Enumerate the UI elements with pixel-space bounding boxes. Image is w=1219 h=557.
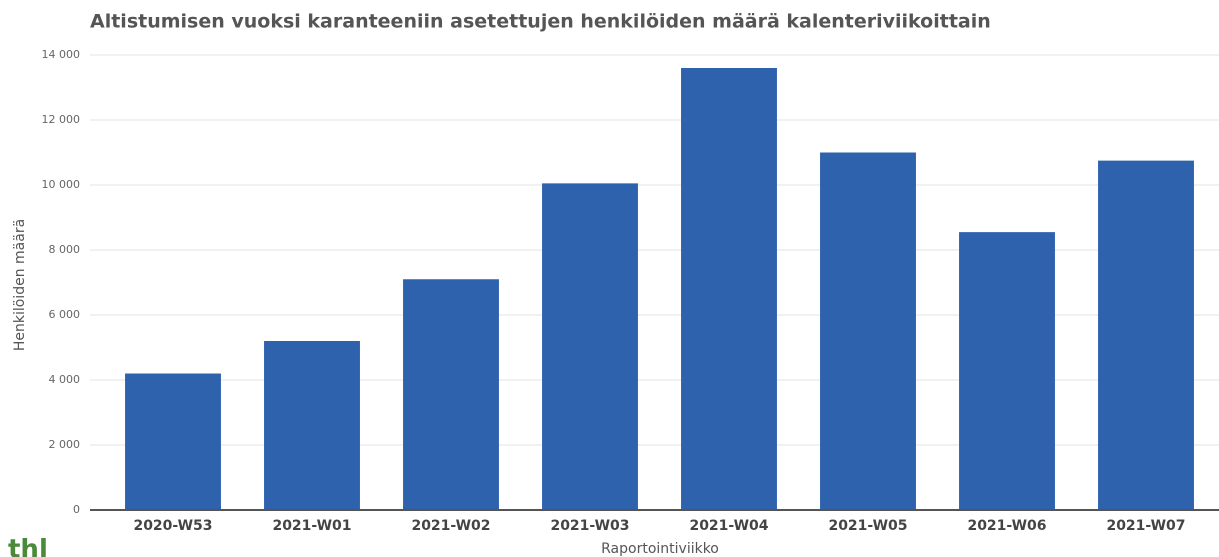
logo: thl [8, 535, 48, 557]
bar [1098, 160, 1194, 510]
x-tick-label: 2021-W07 [1106, 518, 1185, 534]
x-tick-label: 2021-W05 [828, 518, 907, 534]
x-tick-label: 2020-W53 [133, 518, 212, 534]
y-tick-label: 12 000 [42, 113, 81, 126]
y-tick-label: 0 [73, 503, 80, 516]
y-tick-label: 14 000 [42, 48, 81, 61]
bar [820, 152, 916, 510]
y-tick-label: 4 000 [49, 373, 81, 386]
x-tick-label: 2021-W03 [550, 518, 629, 534]
x-tick-label: 2021-W04 [689, 518, 768, 534]
x-tick-label: 2021-W02 [411, 518, 490, 534]
bar [681, 68, 777, 510]
y-tick-label: 10 000 [42, 178, 81, 191]
y-tick-label: 2 000 [49, 438, 81, 451]
bar [959, 232, 1055, 510]
x-axis-label: Raportointiviikko [601, 541, 719, 557]
y-axis-label: Henkilöiden määrä [12, 219, 28, 351]
bar [125, 373, 221, 510]
y-tick-label: 8 000 [49, 243, 81, 256]
chart-title: Altistumisen vuoksi karanteeniin asetett… [90, 11, 991, 33]
bar [542, 183, 638, 510]
x-tick-label: 2021-W06 [967, 518, 1046, 534]
bar [264, 341, 360, 510]
bar [403, 279, 499, 510]
y-tick-label: 6 000 [49, 308, 81, 321]
x-tick-label: 2021-W01 [272, 518, 351, 534]
